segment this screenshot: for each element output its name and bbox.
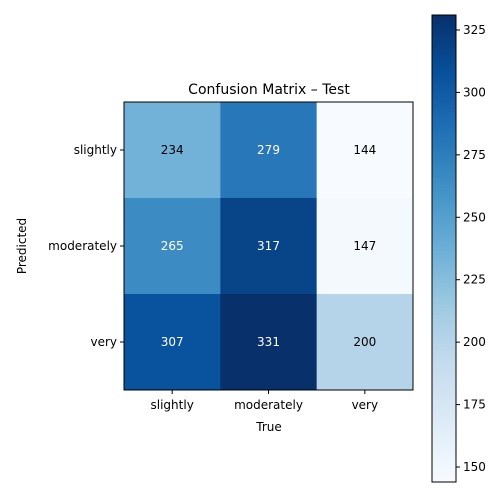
- x-axis-ticks: slightly moderately very: [151, 390, 379, 412]
- y-tick-label: slightly: [74, 143, 117, 157]
- heatmap-cells: [124, 102, 414, 391]
- x-tick-label: slightly: [151, 398, 194, 412]
- cell-value-label: 147: [353, 239, 376, 253]
- x-tick-label: moderately: [234, 398, 303, 412]
- cell-value-label: 144: [353, 143, 376, 157]
- cell-value-label: 200: [353, 335, 376, 349]
- colorbar-tick-label: 300: [463, 85, 486, 99]
- colorbar-tick-label: 175: [463, 398, 486, 412]
- cell-value-labels: 234 279 144 265 317 147 307 331 200: [161, 143, 377, 349]
- cell-value-label: 307: [161, 335, 184, 349]
- y-axis-ticks: slightly moderately very: [48, 143, 124, 349]
- heatmap-cell: [220, 198, 317, 295]
- cell-value-label: 265: [161, 239, 184, 253]
- heatmap-cell: [220, 294, 317, 391]
- colorbar-tick-label: 325: [463, 23, 486, 37]
- x-axis-label: True: [255, 420, 282, 434]
- heatmap-cell: [124, 102, 221, 199]
- cell-value-label: 317: [257, 239, 280, 253]
- colorbar-tick-label: 200: [463, 335, 486, 349]
- colorbar-tick-label: 250: [463, 210, 486, 224]
- y-axis-label: Predicted: [15, 218, 29, 274]
- colorbar-tick-label: 150: [463, 460, 486, 474]
- colorbar-tick-label: 275: [463, 148, 486, 162]
- y-tick-label: very: [90, 335, 117, 349]
- heatmap-cell: [220, 102, 317, 199]
- chart-title: Confusion Matrix – Test: [188, 82, 350, 98]
- x-tick-label: very: [352, 398, 379, 412]
- heatmap-cell: [316, 198, 414, 295]
- colorbar-tick-label: 225: [463, 273, 486, 287]
- colorbar-ticks: 150 175 200 225 250 275 300 325: [456, 23, 486, 474]
- heatmap-cell: [124, 198, 221, 295]
- cell-value-label: 234: [161, 143, 184, 157]
- y-tick-label: moderately: [48, 239, 117, 253]
- heatmap-cell: [316, 102, 414, 199]
- heatmap-cell: [124, 294, 221, 391]
- cell-value-label: 331: [257, 335, 280, 349]
- colorbar: [431, 14, 457, 483]
- heatmap-cell: [316, 294, 414, 391]
- cell-value-label: 279: [257, 143, 280, 157]
